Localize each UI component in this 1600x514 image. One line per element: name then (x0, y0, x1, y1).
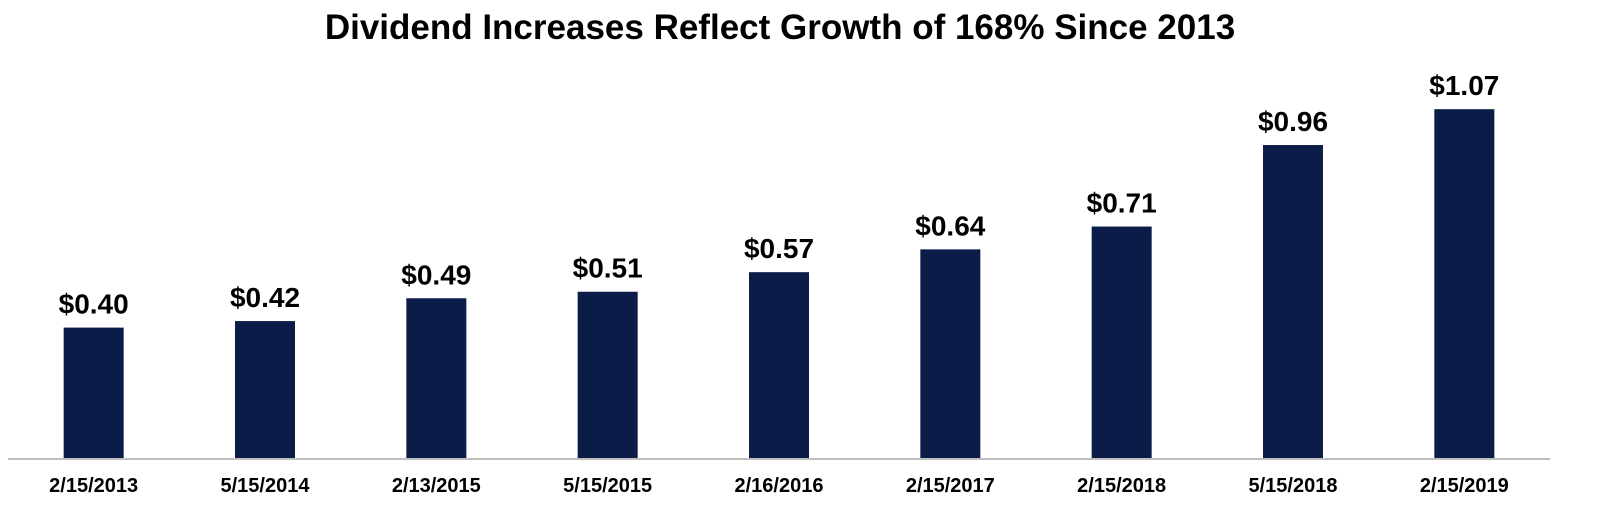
bar-0 (63, 327, 124, 458)
x-tick-label-1: 5/15/2014 (221, 475, 311, 497)
x-tick-label-2: 2/13/2015 (392, 475, 481, 497)
x-tick-label-3: 5/15/2015 (563, 475, 652, 497)
bar-6 (1091, 226, 1152, 458)
x-tick-label-5: 2/15/2017 (906, 475, 995, 497)
value-labels-group: $0.40 $0.42 $0.49 $0.51 $0.57 $0.64 $0.71 $0.96… (59, 70, 1500, 319)
bar-value-label-0: $0.40 (59, 289, 129, 320)
bar-chart: $0.40 $0.42 $0.49 $0.51 $0.57 $0.64 $0.71 $0.96… (8, 70, 1550, 497)
bar-value-label-3: $0.51 (573, 253, 643, 284)
x-tick-label-6: 2/15/2018 (1077, 475, 1166, 497)
bar-1 (235, 321, 295, 458)
x-tick-label-0: 2/15/2013 (49, 475, 138, 497)
bar-value-label-6: $0.71 (1087, 188, 1157, 219)
bar-4 (749, 272, 809, 458)
bar-value-label-1: $0.42 (230, 282, 300, 313)
bar-5 (920, 249, 981, 458)
bar-value-label-2: $0.49 (401, 259, 471, 290)
bar-value-label-8: $1.07 (1429, 70, 1499, 101)
x-tick-labels-group: 2/15/2013 5/15/2014 2/13/2015 5/15/2015 2/16… (49, 475, 1509, 497)
bar-value-label-4: $0.57 (744, 233, 814, 264)
bar-7 (1263, 145, 1323, 459)
x-tick-label-4: 2/16/2016 (735, 475, 824, 497)
bars-group (63, 109, 1495, 459)
bar-8 (1434, 109, 1495, 459)
bar-value-label-5: $0.64 (915, 210, 985, 241)
chart-title: Dividend Increases Reflect Growth of 168… (324, 8, 1236, 47)
bar-3 (577, 291, 638, 458)
x-tick-label-7: 5/15/2018 (1249, 475, 1338, 497)
bar-value-label-7: $0.96 (1258, 106, 1328, 137)
bar-2 (406, 298, 467, 458)
x-tick-label-8: 2/15/2019 (1420, 475, 1509, 497)
